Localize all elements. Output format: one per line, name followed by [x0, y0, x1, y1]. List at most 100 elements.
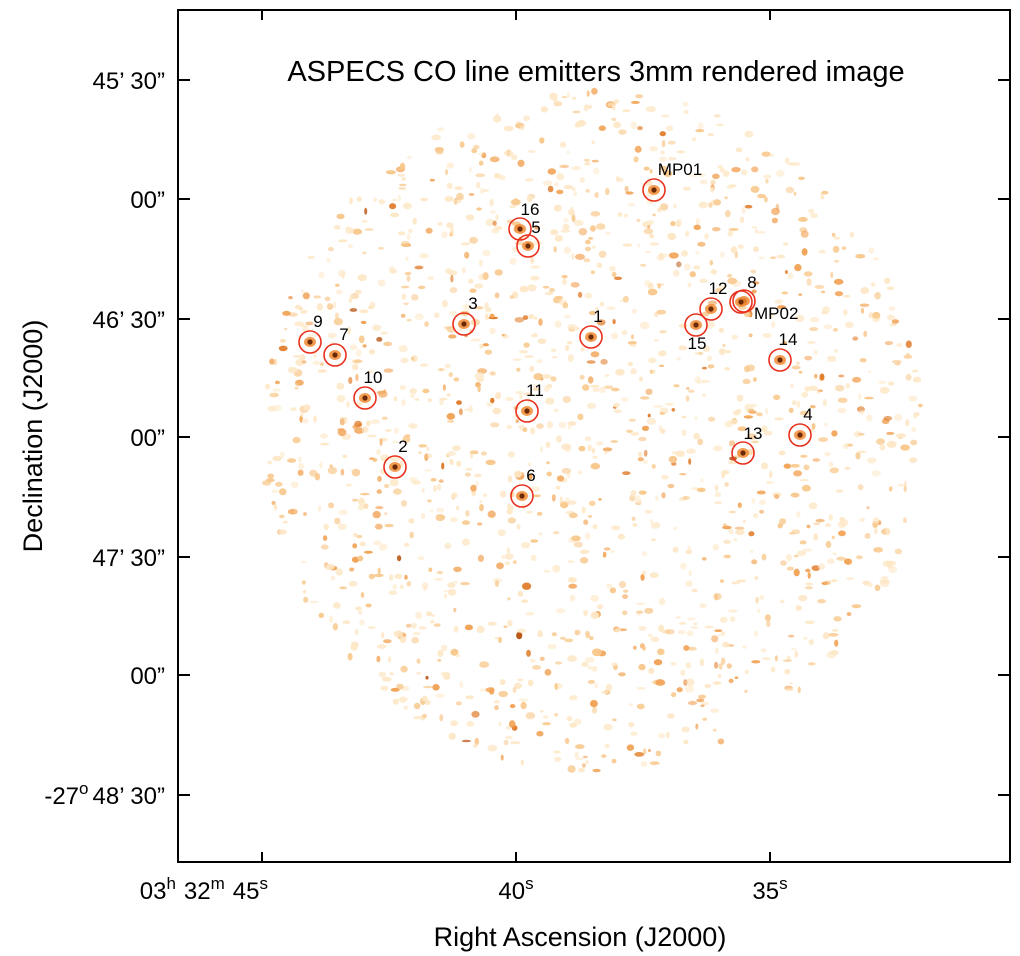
noise-blob — [718, 327, 725, 333]
noise-blob — [473, 473, 482, 478]
noise-blob — [590, 211, 601, 217]
noise-blob — [408, 477, 418, 482]
noise-blob — [448, 270, 458, 276]
noise-blob — [450, 648, 459, 656]
ra-seconds-unit: s — [260, 874, 269, 893]
noise-blob — [852, 376, 862, 383]
noise-blob — [551, 632, 557, 637]
noise-blob — [266, 478, 275, 482]
noise-blob — [336, 382, 345, 390]
noise-blob — [588, 237, 594, 240]
noise-blob — [479, 661, 490, 668]
noise-blob — [613, 409, 622, 414]
noise-blob — [600, 358, 608, 365]
noise-blob — [563, 246, 571, 254]
noise-blob — [780, 599, 785, 604]
noise-blob — [831, 629, 839, 632]
noise-blob — [337, 428, 347, 437]
noise-blob — [591, 447, 596, 454]
noise-blob — [713, 593, 722, 600]
noise-blob — [864, 396, 874, 400]
noise-blob — [588, 376, 594, 384]
noise-blob — [636, 687, 646, 690]
noise-blob — [857, 432, 865, 436]
noise-blob — [707, 132, 715, 137]
noise-blob — [638, 490, 647, 495]
noise-blob — [708, 202, 713, 208]
noise-blob — [857, 484, 864, 491]
noise-blob — [629, 494, 636, 502]
noise-blob — [745, 157, 750, 162]
noise-blob — [617, 533, 626, 540]
source-marker-7: 7 — [323, 325, 349, 367]
noise-blob — [482, 272, 489, 280]
noise-blob — [808, 639, 814, 645]
y-tick-label: 45’ 30” — [93, 68, 166, 95]
noise-blob — [776, 254, 786, 259]
noise-blob — [348, 580, 358, 587]
source-core — [777, 357, 783, 363]
dec-degrees: -27 — [44, 783, 79, 810]
noise-blob — [556, 189, 564, 195]
noise-blob — [498, 721, 502, 727]
noise-blob — [820, 290, 826, 294]
noise-blob — [774, 299, 784, 304]
noise-blob — [422, 713, 427, 719]
noise-blob — [553, 750, 562, 754]
noise-blob — [354, 420, 362, 428]
noise-blob — [659, 330, 667, 334]
noise-blob — [600, 691, 609, 694]
noise-blob — [477, 554, 484, 563]
noise-blob — [494, 580, 500, 587]
noise-blob — [664, 629, 675, 635]
noise-blob — [336, 213, 345, 220]
noise-blob — [393, 396, 397, 402]
noise-blob — [622, 471, 631, 475]
noise-blob — [755, 596, 759, 604]
noise-blob — [470, 338, 481, 342]
noise-blob — [476, 207, 482, 211]
noise-blob — [644, 509, 653, 514]
dec-degree-unit: o — [79, 779, 88, 798]
noise-blob — [506, 547, 510, 555]
noise-blob — [385, 429, 392, 432]
y-tick-label: 00” — [130, 663, 165, 690]
noise-blob — [867, 370, 872, 373]
noise-blob — [571, 96, 577, 100]
noise-blob — [273, 503, 277, 511]
noise-blob — [602, 447, 613, 452]
noise-blob — [358, 497, 365, 506]
noise-blob — [379, 438, 383, 446]
noise-blob — [309, 600, 319, 604]
source-marker-4: 4 — [788, 405, 813, 447]
noise-blob — [686, 630, 694, 637]
noise-blob — [659, 131, 666, 137]
ra-minutes: 32 — [184, 878, 211, 905]
noise-blob — [701, 557, 707, 561]
noise-blob — [393, 488, 402, 495]
noise-blob — [436, 507, 445, 513]
noise-blob — [808, 502, 818, 510]
noise-blob — [516, 367, 521, 372]
noise-blob — [770, 153, 774, 157]
noise-blob — [461, 242, 471, 246]
noise-blob — [303, 596, 309, 603]
noise-blob — [526, 195, 533, 203]
noise-blob — [517, 159, 525, 167]
noise-blob — [610, 549, 615, 554]
noise-blob — [857, 393, 862, 400]
noise-blob — [770, 314, 774, 318]
noise-blob — [327, 332, 337, 339]
noise-blob — [575, 744, 585, 749]
noise-blob — [836, 556, 846, 561]
noise-blob — [305, 321, 314, 326]
noise-blob — [835, 489, 844, 493]
noise-blob — [718, 663, 723, 670]
noise-blob — [524, 355, 534, 358]
noise-blob — [307, 255, 315, 260]
noise-blob — [427, 398, 433, 402]
noise-blob — [639, 396, 650, 400]
noise-blob — [547, 644, 557, 650]
noise-blob — [809, 327, 819, 332]
